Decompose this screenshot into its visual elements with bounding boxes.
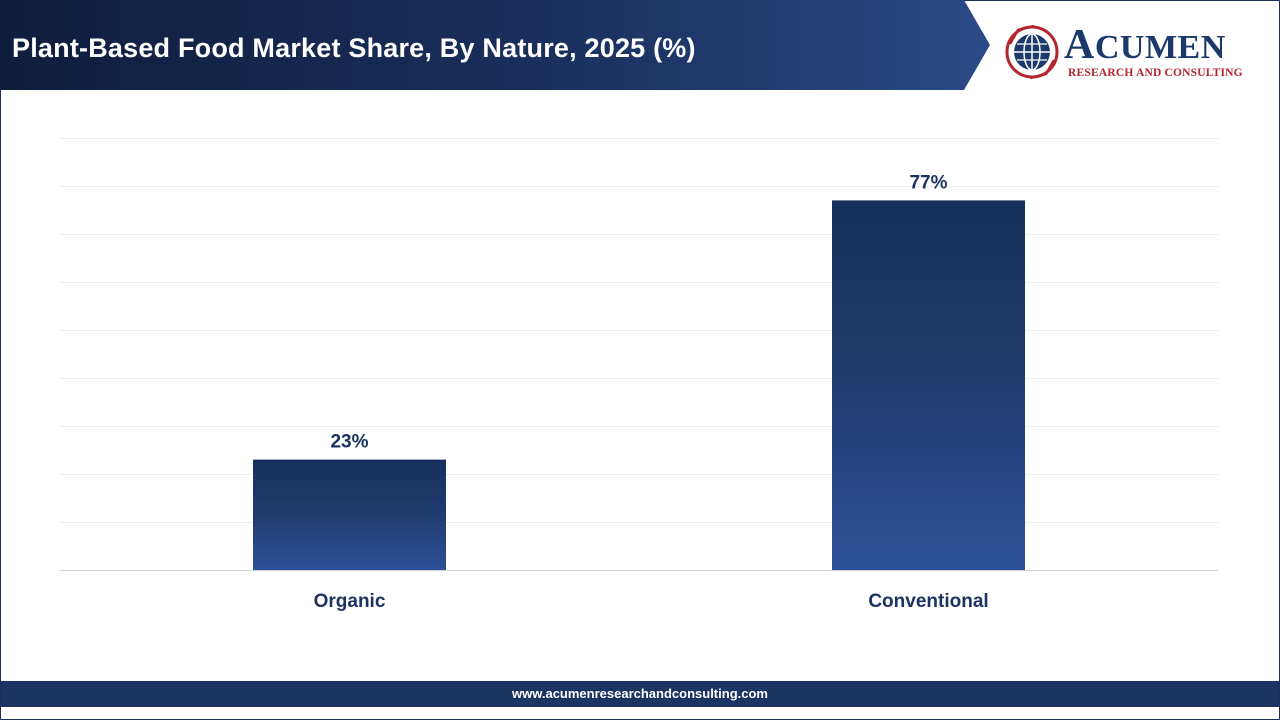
x-tick-label-organic: Organic [314, 591, 386, 612]
brand-logo: ACUMEN RESEARCH AND CONSULTING [1004, 22, 1266, 84]
footer-url: www.acumenresearchandconsulting.com [1, 681, 1279, 707]
data-label-conventional: 77% [909, 172, 947, 193]
brand-tagline: RESEARCH AND CONSULTING [1068, 67, 1243, 79]
brand-name: ACUMEN [1064, 22, 1226, 68]
data-label-organic: 23% [330, 432, 368, 453]
bar-organic [253, 459, 446, 570]
bar-chart: 23% Organic 77% Conventional [60, 138, 1218, 612]
bar-conventional [832, 200, 1025, 570]
chart-title: Plant-Based Food Market Share, By Nature… [12, 33, 696, 63]
x-tick-label-conventional: Conventional [868, 591, 988, 612]
bars: 23% Organic 77% Conventional [253, 172, 1025, 612]
globe-icon [1005, 24, 1059, 80]
title-banner [0, 0, 990, 90]
gridlines [60, 138, 1218, 523]
